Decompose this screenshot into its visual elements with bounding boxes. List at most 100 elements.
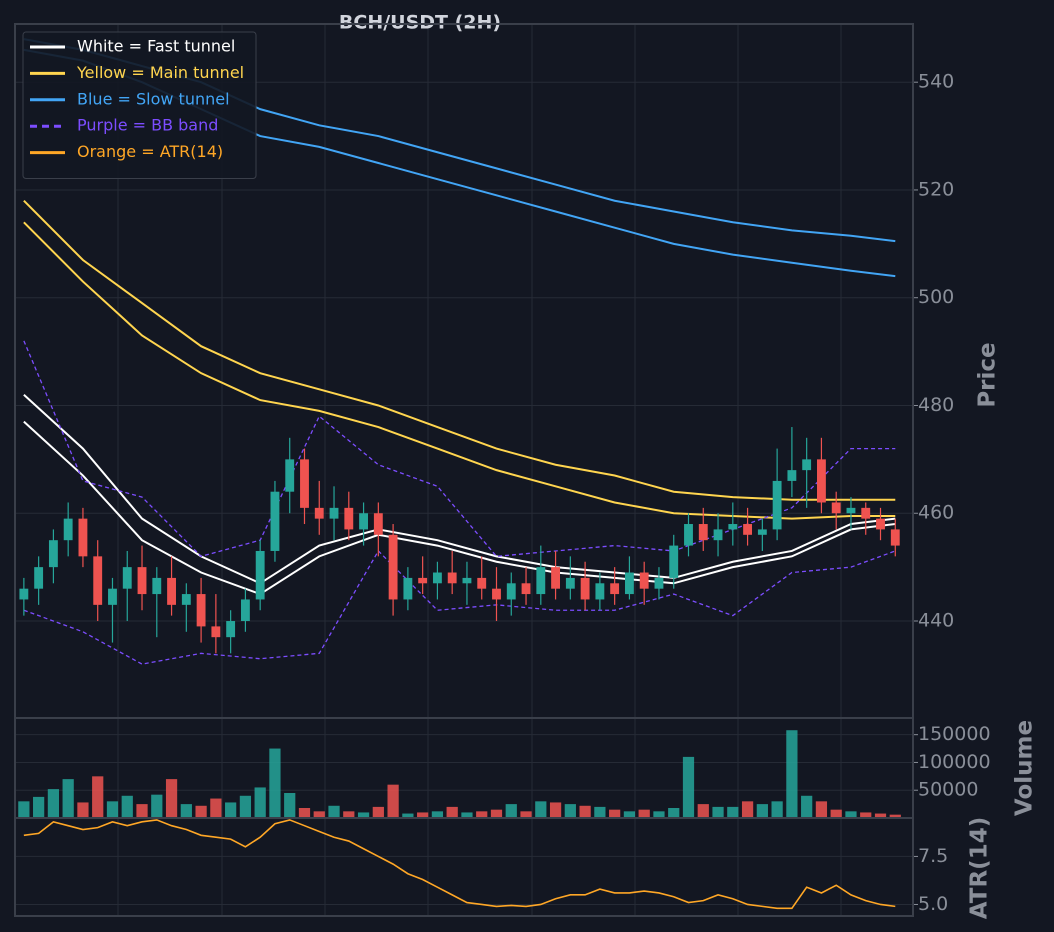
candle-body: [447, 572, 457, 584]
volume-bar: [402, 813, 414, 818]
volume-bar: [461, 812, 473, 818]
candle-body: [344, 507, 354, 530]
volume-bar: [165, 779, 178, 818]
volume-bar: [62, 779, 74, 818]
y-tick-label: 540: [918, 71, 954, 93]
volume-bar: [136, 804, 148, 818]
candle-body: [846, 507, 856, 514]
candle-body: [580, 577, 590, 600]
volume-bar: [564, 804, 576, 818]
candle-body: [654, 577, 664, 589]
volume-bar: [121, 795, 133, 818]
volume-bar: [372, 806, 384, 818]
volume-bar: [874, 813, 887, 818]
volume-bar: [712, 806, 724, 818]
volume-bar: [889, 814, 901, 818]
candle-body: [506, 583, 516, 600]
candle-body: [669, 545, 679, 578]
volume-bar: [579, 805, 591, 818]
candle-body: [373, 513, 383, 535]
candle-body: [831, 502, 841, 514]
y-tick-label: 460: [918, 502, 954, 524]
legend-label: Orange = ATR(14): [77, 142, 223, 161]
candle-body: [181, 594, 191, 605]
candle-body: [240, 599, 250, 622]
volume-bar: [815, 801, 828, 818]
candle-body: [152, 577, 162, 595]
volume-bar: [446, 806, 458, 818]
volume-bar: [269, 748, 281, 818]
volume-bar: [387, 784, 399, 818]
volume-bar: [151, 794, 163, 818]
volume-bar: [343, 811, 355, 818]
candle-body: [314, 507, 324, 519]
volume-bar: [535, 801, 547, 818]
volume-bar: [697, 804, 709, 818]
legend-label: Purple = BB band: [77, 116, 218, 135]
candle-body: [108, 588, 117, 605]
volume-bar: [210, 798, 222, 818]
candle-body: [300, 459, 309, 508]
candle-body: [728, 524, 738, 530]
volume-bar: [668, 808, 680, 818]
volume-bar: [801, 795, 813, 818]
volume-bar: [18, 801, 30, 818]
candle-body: [624, 572, 634, 595]
candle-body: [48, 540, 58, 568]
candle-body: [713, 529, 723, 541]
candle-body: [93, 556, 103, 605]
candle-body: [211, 626, 221, 638]
volume-bar: [313, 811, 325, 818]
volume-bar: [786, 730, 798, 818]
y-tick-label: 500: [918, 286, 954, 308]
candle-body: [639, 572, 649, 589]
volume-bar: [594, 806, 606, 818]
candle-body: [610, 583, 620, 595]
candle-body: [757, 529, 767, 535]
candle-body: [19, 588, 29, 600]
volume-bar: [92, 776, 104, 818]
candle-body: [122, 567, 132, 589]
volume-bar: [490, 809, 503, 818]
volume-bar: [860, 812, 872, 818]
overlay-line: [23, 549, 896, 665]
volume-bar: [195, 805, 207, 818]
chart-title: BCH/USDT (2H): [339, 12, 501, 34]
candle-body: [270, 491, 280, 551]
candle-body: [861, 507, 871, 519]
volume-bar: [284, 793, 296, 818]
candle-body: [876, 518, 885, 530]
volume-bar: [727, 806, 739, 818]
candle-body: [403, 577, 413, 600]
volume-bar: [357, 812, 370, 818]
overlay-line: [23, 221, 896, 520]
volume-bar: [180, 804, 192, 818]
y-tick-label: 520: [918, 178, 954, 200]
candle-body: [698, 524, 708, 541]
candle-body: [226, 621, 236, 638]
candle-body: [684, 524, 693, 546]
candle-body: [492, 588, 501, 600]
volume-bar: [653, 811, 665, 818]
volume-bar: [254, 787, 266, 818]
volume-bar: [106, 801, 119, 818]
volume-bar: [520, 811, 532, 818]
y-tick-label: 480: [918, 394, 954, 416]
y-tick-label: 440: [918, 610, 954, 632]
y-tick-label: 100000: [918, 751, 991, 773]
candle-body: [78, 518, 88, 557]
volume-bar: [431, 811, 444, 818]
volume-bar: [298, 808, 311, 818]
candle-body: [418, 577, 428, 584]
candle-body: [196, 594, 206, 627]
volume-bar: [505, 804, 517, 818]
y-tick-label: 5.0: [918, 893, 948, 915]
candle-body: [521, 583, 531, 595]
candle-body: [329, 507, 339, 519]
volume-bar: [845, 811, 857, 818]
y-tick-label: 7.5: [918, 845, 948, 867]
volume-bar: [830, 809, 842, 818]
candle-body: [63, 518, 73, 541]
candle-body: [802, 459, 812, 471]
volume-bar: [328, 805, 340, 818]
